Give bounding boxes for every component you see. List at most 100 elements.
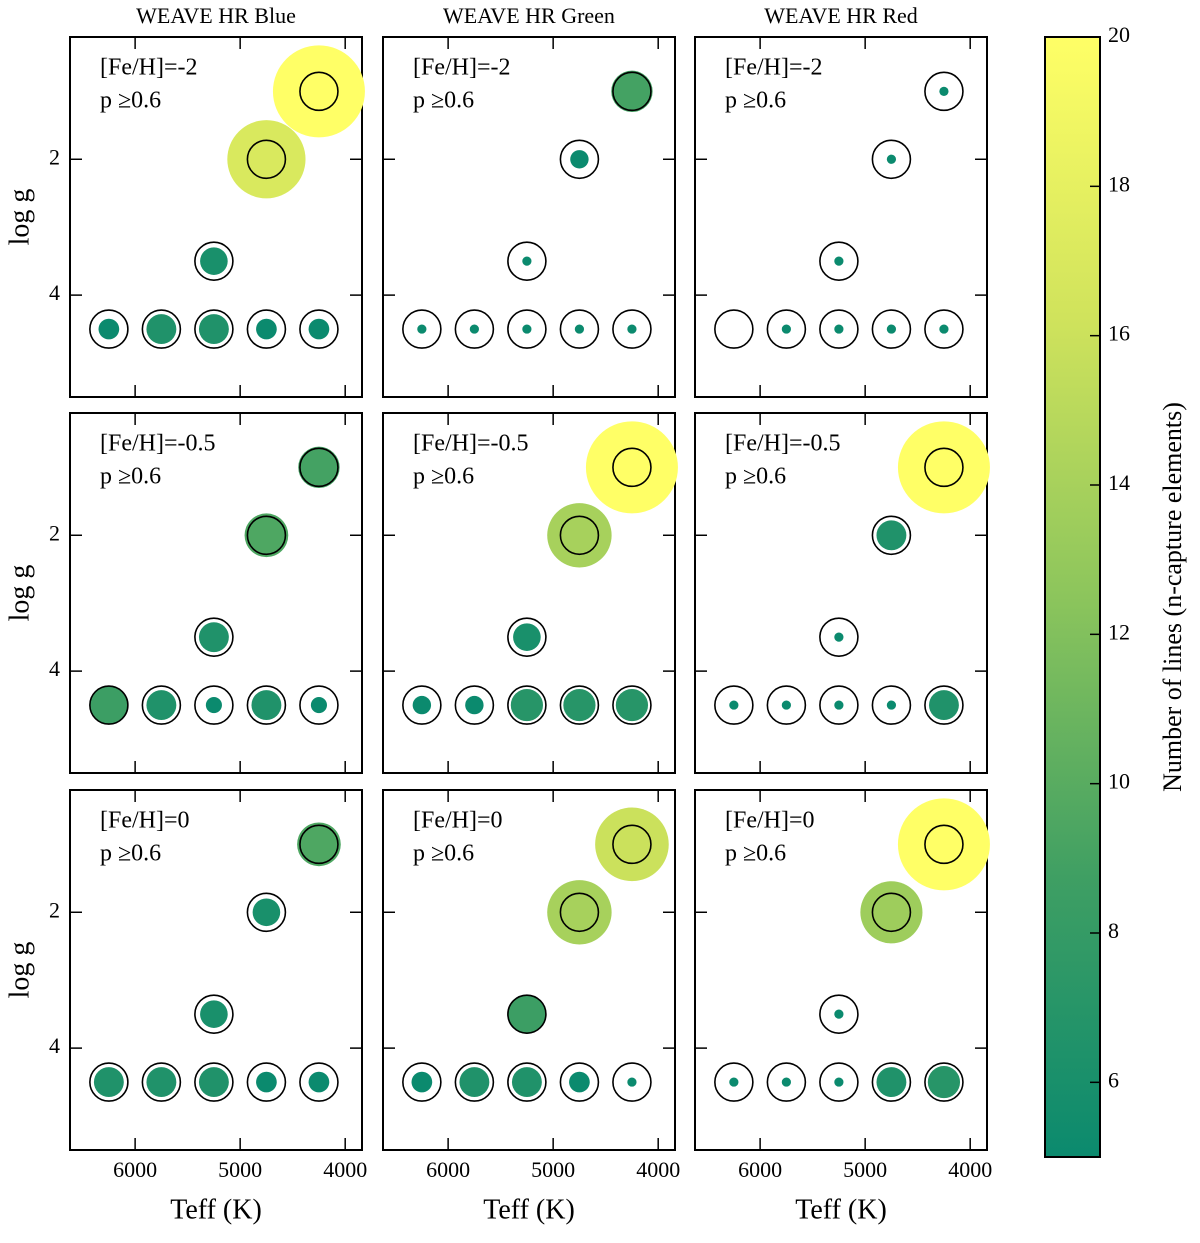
reference-ring [507, 241, 547, 281]
y-tick-label: 4 [49, 656, 60, 681]
y-tick-label: 2 [49, 520, 60, 545]
annotation: p ≥0.6 [100, 841, 161, 867]
reference-ring [454, 309, 495, 349]
reference-ring [507, 309, 547, 349]
reference-ring [871, 1062, 912, 1102]
reference-ring [246, 892, 287, 933]
column-title: WEAVE HR Green [443, 3, 615, 28]
bubble [570, 150, 589, 169]
bubble [198, 1067, 229, 1098]
bubble [89, 685, 129, 725]
bubble [310, 697, 327, 714]
panel: 6000 5000 4000 2 4 Teff (K) log g [Fe/H]=0 p ≥0.… [4, 789, 367, 1225]
reference-ring [141, 1062, 182, 1102]
annotation: p ≥0.6 [725, 464, 786, 490]
reference-ring [402, 309, 442, 349]
bubble [272, 45, 365, 138]
bubble [522, 256, 532, 266]
annotation: [Fe/H]=0 [413, 808, 503, 834]
panel: [Fe/H]=-0.5 p ≥0.6 [694, 412, 990, 774]
reference-ring [141, 685, 182, 725]
bubble [200, 247, 228, 275]
bubble [886, 324, 897, 334]
y-tick-label: 4 [49, 280, 60, 305]
reference-ring [819, 309, 859, 349]
annotation: p ≥0.6 [100, 464, 161, 490]
reference-ring [559, 1062, 600, 1102]
y-tick-label: 2 [49, 144, 60, 169]
reference-ring [819, 617, 859, 657]
reference-ring [246, 685, 287, 725]
bubble [411, 1071, 433, 1093]
bubble [198, 622, 229, 653]
x-tick-label: 6000 [738, 1157, 782, 1182]
reference-ring [194, 994, 234, 1034]
panel: 2 4 log g [Fe/H]=-0.5 p ≥0.6 [4, 412, 363, 774]
bubble [585, 421, 678, 514]
reference-ring [871, 892, 912, 933]
bubble [563, 688, 596, 722]
bubble [928, 690, 959, 721]
bubble [252, 898, 281, 927]
reference-ring [612, 824, 652, 865]
bubble [834, 1009, 844, 1019]
bubble [412, 695, 432, 715]
bubble [256, 1071, 277, 1093]
reference-ring [612, 71, 652, 112]
bubble [939, 324, 949, 334]
bubble [244, 513, 289, 558]
bubble [574, 324, 585, 334]
reference-ring [299, 71, 339, 112]
x-tick-label: 5000 [531, 1157, 575, 1182]
bubble [98, 318, 120, 340]
x-tick-label: 6000 [113, 1157, 157, 1182]
colorbar-tick-label: 6 [1108, 1067, 1119, 1092]
bubble [897, 798, 990, 891]
bubble [781, 324, 791, 334]
x-axis-label: Teff (K) [170, 1194, 262, 1225]
reference-ring [924, 1062, 964, 1102]
x-axis-label: Teff (K) [483, 1194, 575, 1225]
reference-ring [924, 447, 964, 488]
bubble [834, 632, 844, 642]
annotation: p ≥0.6 [413, 464, 474, 490]
bubble [627, 1077, 637, 1087]
annotation: p ≥0.6 [413, 841, 474, 867]
bubble [417, 324, 427, 334]
x-tick-label: 4000 [636, 1157, 680, 1182]
bubble [729, 700, 739, 710]
colorbar-label: Number of lines (n-capture elements) [1158, 402, 1187, 792]
bubble [781, 1077, 791, 1087]
x-axis-label: Teff (K) [795, 1194, 887, 1225]
bubble [834, 324, 844, 334]
reference-ring [246, 1062, 287, 1102]
bubble [876, 520, 907, 551]
bubble [205, 697, 222, 714]
reference-ring [507, 617, 547, 657]
bubble [611, 70, 653, 113]
panel: WEAVE HR Green [Fe/H]=-2 p ≥0.6 [382, 3, 676, 398]
bubble [939, 86, 949, 96]
reference-ring [871, 515, 912, 556]
annotation: [Fe/H]=-0.5 [725, 431, 841, 457]
bubble [547, 503, 612, 568]
reference-ring [924, 309, 964, 349]
reference-ring [559, 892, 600, 933]
colorbar-tick-label: 20 [1108, 22, 1130, 47]
bubble [627, 324, 637, 334]
bubble [251, 690, 282, 721]
panel: 2 4 WEAVE HR Blue log g [Fe/H]=-2 p ≥0.6 [4, 3, 365, 398]
reference-ring [612, 447, 652, 488]
reference-ring [299, 824, 339, 865]
bubble [513, 623, 541, 651]
annotation: [Fe/H]=0 [100, 808, 190, 834]
reference-ring [194, 241, 234, 281]
reference-ring [766, 309, 807, 349]
annotation: [Fe/H]=-2 [413, 55, 511, 81]
bubble [834, 256, 844, 266]
reference-ring [714, 309, 754, 349]
y-axis-label: log g [4, 565, 35, 622]
x-tick-label: 4000 [948, 1157, 992, 1182]
bubble [547, 880, 612, 945]
